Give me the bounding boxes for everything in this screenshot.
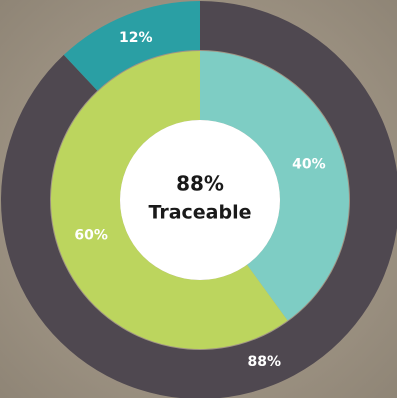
donut-segment: [200, 51, 349, 321]
segment-label: 12%: [119, 30, 153, 46]
donut-segment: [50, 50, 288, 349]
segment-label: 60%: [74, 227, 108, 243]
center-hole: [120, 120, 280, 280]
segment-label: 40%: [292, 157, 326, 173]
segment-label: 88%: [247, 354, 281, 370]
donut-segment: [63, 1, 200, 91]
center-value: 88%: [176, 172, 224, 196]
center-label: Traceable: [148, 202, 251, 224]
